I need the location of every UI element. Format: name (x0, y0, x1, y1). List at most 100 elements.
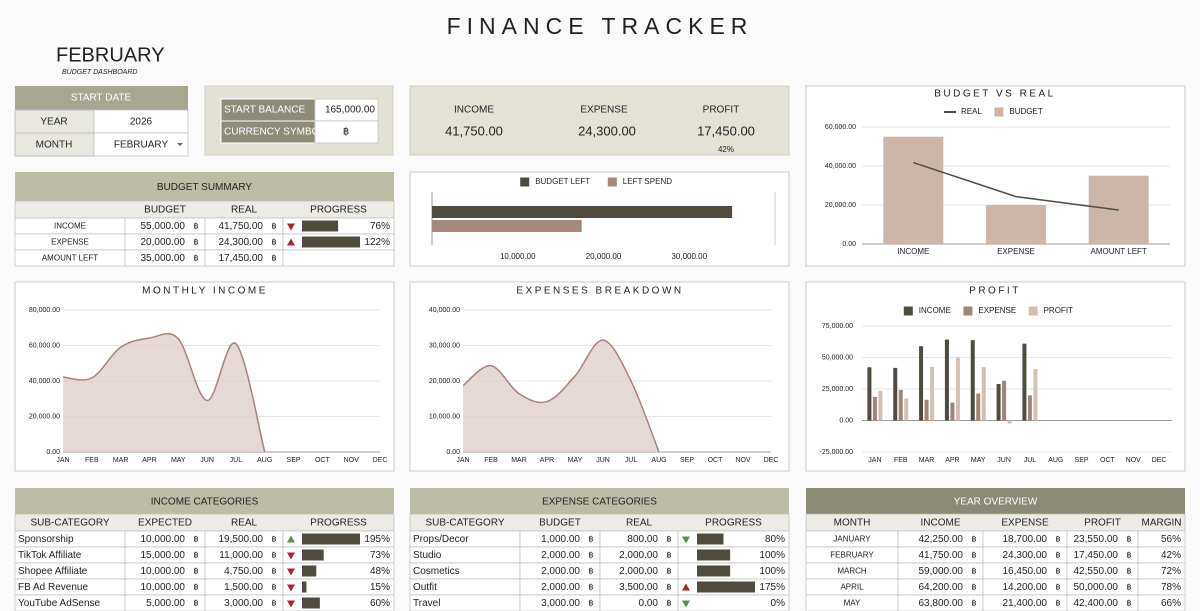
cell-amount: 14,200.00 (1003, 582, 1048, 593)
chart-title: MONTHLY INCOME (142, 286, 268, 297)
progress-label: 80% (765, 534, 785, 545)
currency-symbol: ฿ (1126, 551, 1131, 560)
kpi-value: 24,300.00 (578, 123, 636, 138)
value: ฿ (343, 127, 349, 138)
x-tick-label: DEC (373, 457, 388, 464)
value: 165,000.00 (325, 105, 375, 116)
x-tick-label: AUG (1048, 457, 1063, 464)
cell-amount: 1,500.00 (224, 582, 263, 593)
cell-amount: 3,000.00 (224, 598, 263, 609)
bar (950, 402, 955, 421)
cell-amount: 2,000.00 (541, 582, 580, 593)
trend-arrow (287, 600, 295, 608)
legend-label: BUDGET (1009, 107, 1042, 116)
y-tick-label: 80,000.00 (29, 307, 60, 314)
x-tick-label: 10,000.00 (500, 252, 536, 261)
progress-label: 122% (364, 237, 390, 248)
x-tick-label: APR (540, 457, 554, 464)
cell-amount: 2,000.00 (619, 566, 658, 577)
cell-text: Props/Decor (413, 534, 469, 545)
legend-swatch (607, 177, 617, 187)
currency-symbol: ฿ (971, 599, 976, 608)
legend-label: BUDGET LEFT (535, 177, 590, 186)
column-header: REAL (626, 518, 653, 529)
table-header (15, 488, 394, 514)
currency-symbol: ฿ (271, 238, 276, 247)
legend-label: EXPENSE (978, 306, 1016, 315)
currency-symbol: ฿ (271, 254, 276, 263)
x-tick-label: MAR (113, 457, 129, 464)
cell-text: 56% (1161, 534, 1181, 545)
cell-amount: 59,000.00 (919, 566, 964, 577)
trend-arrow (287, 223, 295, 231)
cell-amount: 11,000.00 (219, 550, 263, 561)
label: START BALANCE (224, 105, 305, 116)
cell-amount: 21,400.00 (1003, 598, 1048, 609)
column-header: PROGRESS (310, 205, 367, 216)
progress-label: 76% (370, 221, 390, 232)
trend-arrow (287, 568, 295, 576)
bar (883, 136, 944, 244)
y-tick-label: 10,000.00 (429, 413, 460, 420)
dropdown-arrow[interactable] (177, 143, 183, 146)
progress-bar (302, 549, 324, 561)
chart-title: EXPENSES BREAKDOWN (516, 286, 683, 297)
column-header: EXPECTED (138, 518, 192, 529)
balance-box: START BALANCE CURRENCY SYMBOL 165,000.00… (204, 85, 394, 156)
currency-symbol: ฿ (271, 222, 276, 231)
progress-bar (302, 565, 317, 577)
x-tick-label: OCT (708, 457, 724, 464)
x-tick-label: DEC (764, 457, 779, 464)
cell-amount: 10,000.00 (141, 566, 186, 577)
x-tick-label: APR (945, 457, 959, 464)
bar (878, 390, 883, 421)
value-cell[interactable] (93, 132, 189, 157)
cell-amount: 10,000.00 (141, 582, 186, 593)
cell-amount: 2,000.00 (541, 550, 580, 561)
table-title: EXPENSE CATEGORIES (542, 497, 657, 508)
area (63, 333, 265, 452)
progress-label: 195% (364, 534, 390, 545)
bar (981, 367, 986, 421)
cell-text: Travel (413, 598, 440, 609)
cell-amount: 42,250.00 (919, 534, 964, 545)
header-band (15, 86, 188, 110)
currency-symbol: ฿ (971, 583, 976, 592)
currency-symbol: ฿ (271, 567, 276, 576)
progress-label: 73% (370, 550, 390, 561)
y-tick-label: 25,000.00 (822, 386, 853, 393)
cell-text: INCOME (54, 222, 86, 231)
x-tick-label: JUN (200, 457, 214, 464)
bar (944, 339, 949, 421)
currency-symbol: ฿ (1126, 599, 1131, 608)
bar (1002, 380, 1007, 421)
currency-symbol: ฿ (588, 583, 593, 592)
legend-swatch (520, 177, 530, 187)
cell-amount: 42,400.00 (1074, 598, 1119, 609)
cell-amount: 5,000.00 (146, 598, 185, 609)
bar (893, 367, 898, 421)
cell-amount: 3,000.00 (541, 598, 580, 609)
cell-amount: 24,300.00 (1003, 550, 1048, 561)
label: CURRENCY SYMBOL (224, 127, 325, 138)
legend-swatch (963, 306, 973, 316)
column-header: PROGRESS (310, 518, 367, 529)
cell-text: Shopee Affiliate (18, 566, 88, 577)
x-tick-label: INCOME (897, 247, 929, 256)
y-tick-label: 0.00 (839, 417, 853, 424)
bar (976, 393, 981, 421)
currency-symbol: ฿ (666, 599, 671, 608)
table-header (806, 488, 1185, 514)
cell-text: Studio (413, 550, 442, 561)
cell (282, 249, 395, 267)
x-tick-label: AMOUNT LEFT (1091, 247, 1147, 256)
bar (904, 398, 909, 421)
progress-bar (697, 549, 731, 561)
chart-title: PROFIT (969, 286, 1021, 297)
kpi-label: PROFIT (703, 105, 740, 116)
cell-amount: 41,750.00 (219, 221, 264, 232)
progress-label: 48% (370, 566, 390, 577)
currency-symbol: ฿ (971, 535, 976, 544)
cell-amount: 20,000.00 (141, 237, 186, 248)
